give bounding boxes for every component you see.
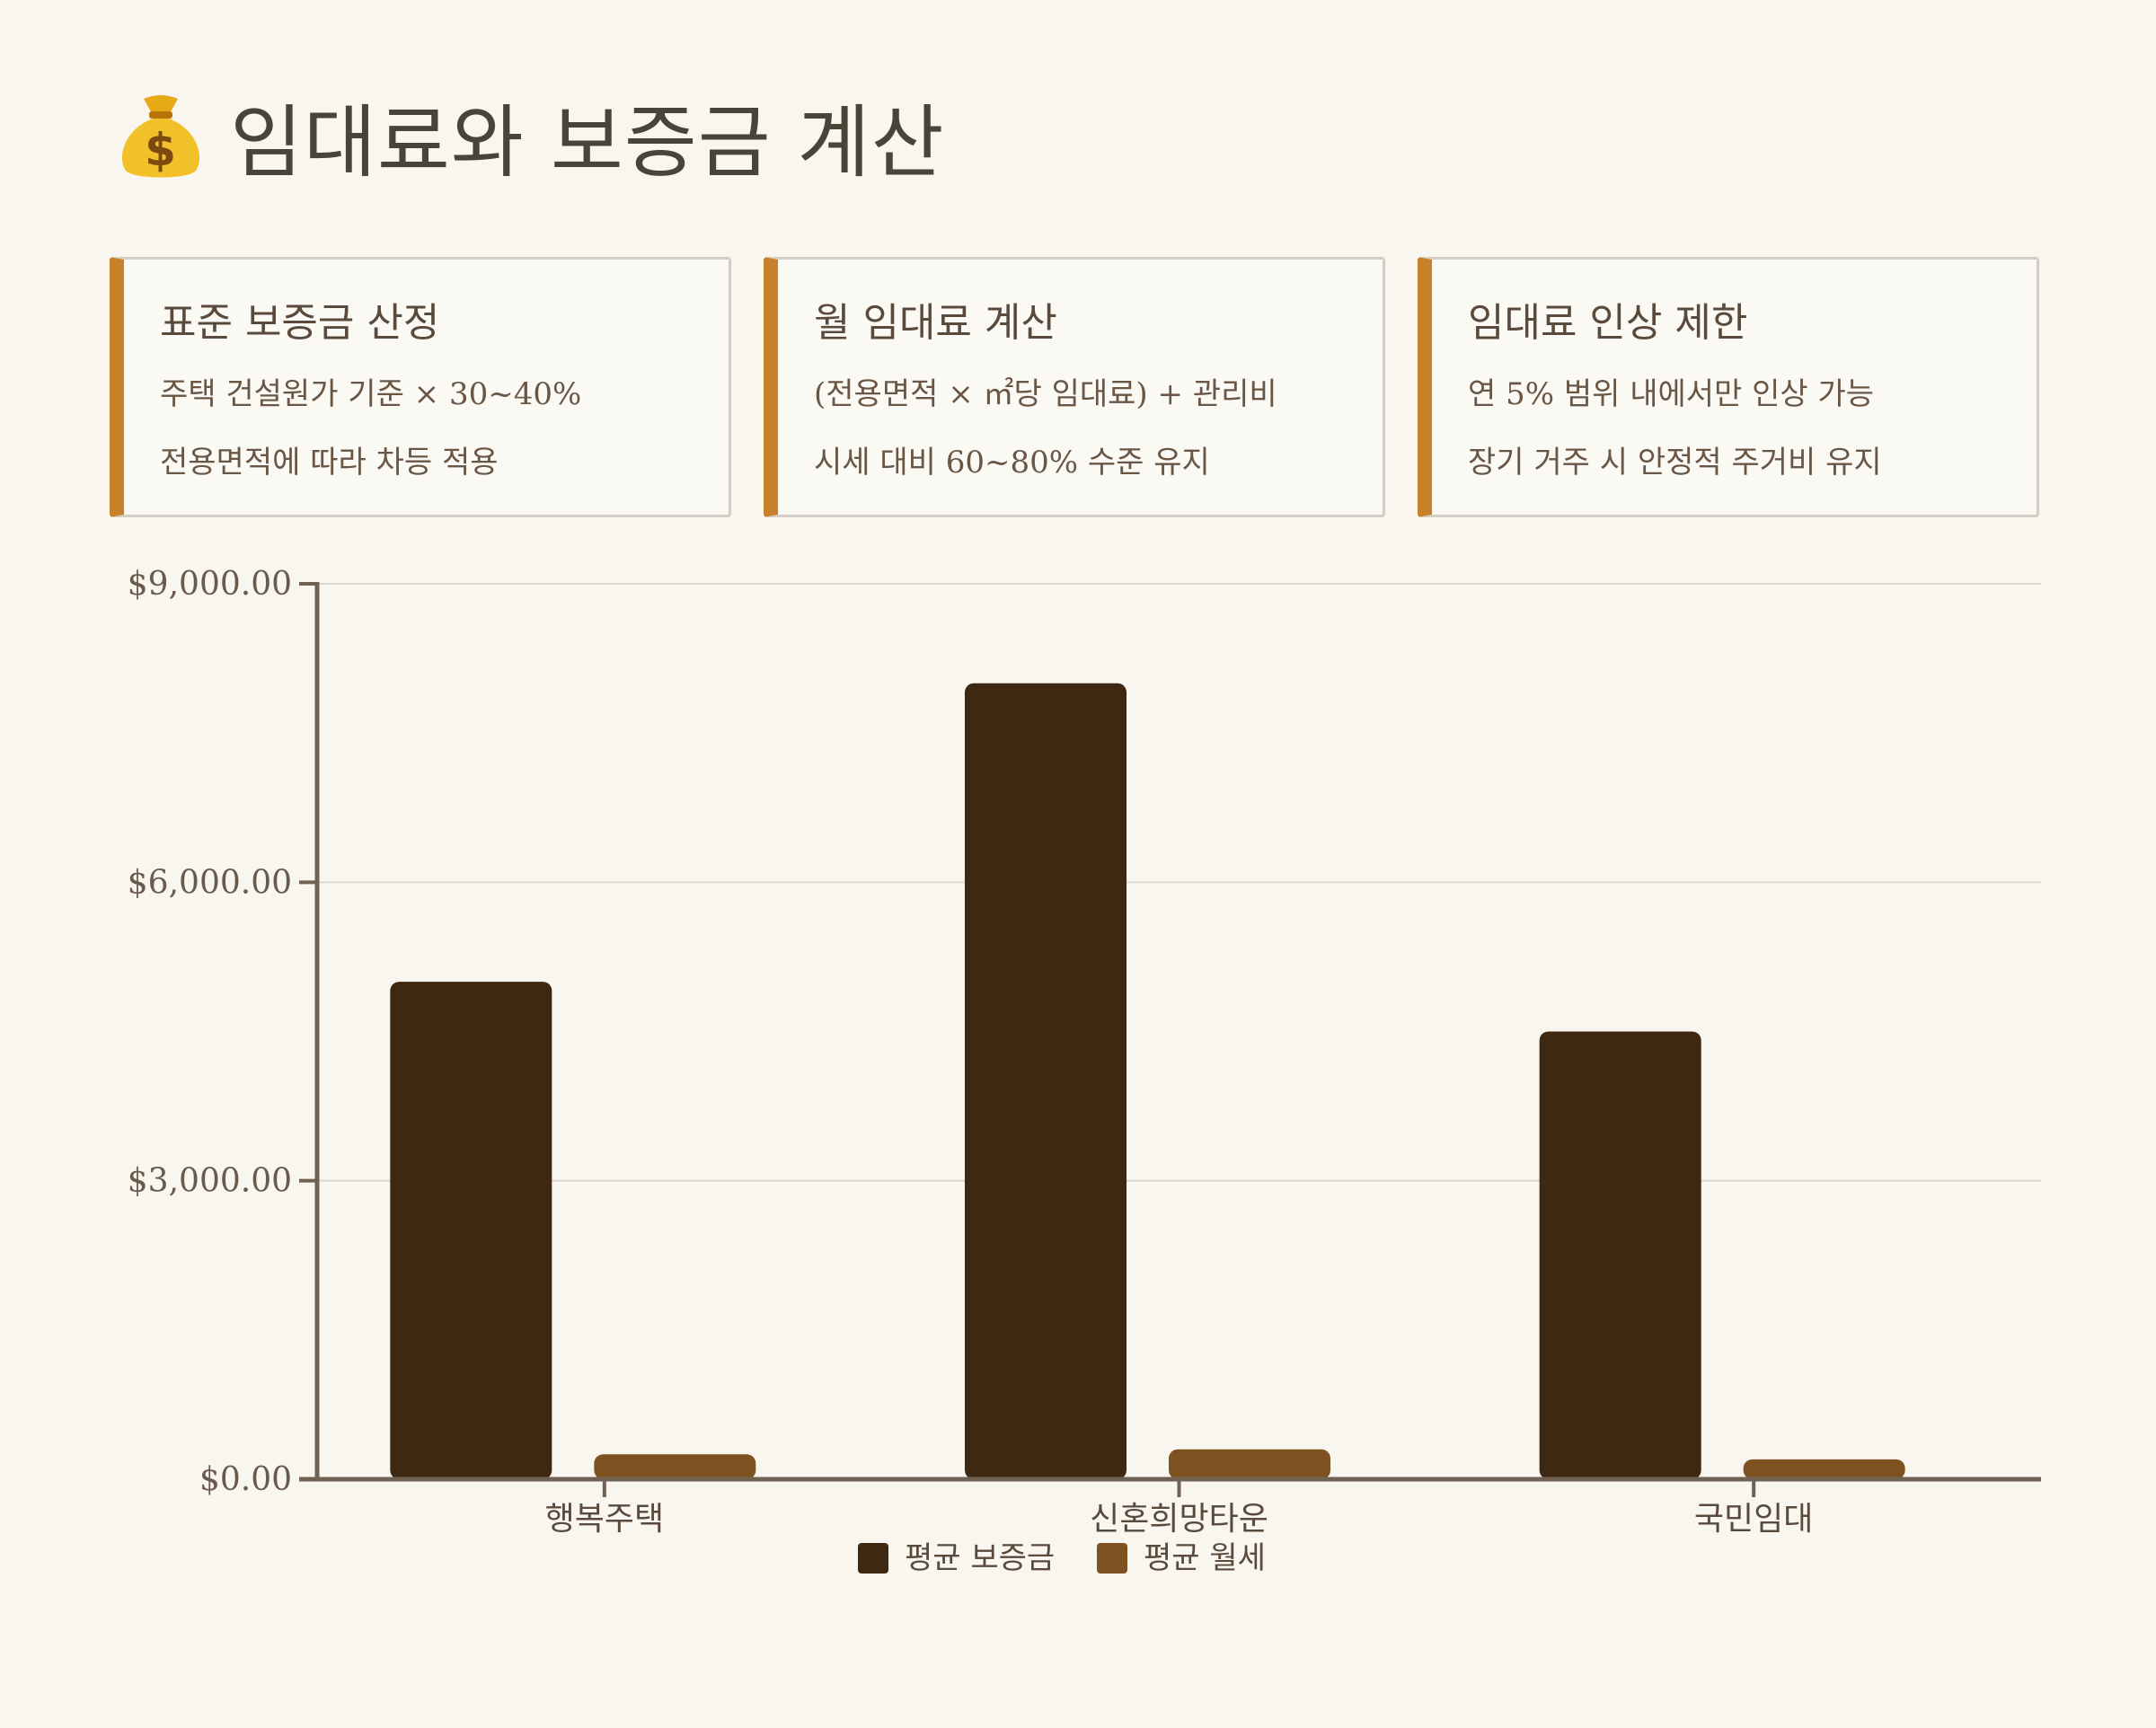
y-tick-label: $3,000.00: [128, 1163, 292, 1200]
card-line: (전용면적 × ㎡당 임대료) + 관리비: [814, 376, 1277, 412]
legend-swatch: [1097, 1543, 1127, 1574]
card-line: 시세 대비 60~80% 수준 유지: [814, 445, 1210, 480]
card-title: 표준 보증금 산정: [160, 300, 440, 346]
y-tick-label: $0.00: [199, 1461, 292, 1498]
card-line: 장기 거주 시 안정적 주거비 유지: [1468, 445, 1882, 480]
money-bag-icon: $: [117, 92, 205, 181]
svg-text:$: $: [145, 124, 177, 176]
bar-deposit: [390, 982, 552, 1479]
card-standard-deposit: 표준 보증금 산정 주택 건설원가 기준 × 30~40% 전용면적에 따라 차…: [110, 257, 731, 517]
card-line: 전용면적에 따라 차등 적용: [160, 445, 499, 480]
card-line: 주택 건설원가 기준 × 30~40%: [160, 376, 582, 412]
bar-rent: [594, 1454, 756, 1479]
bar-deposit: [1539, 1031, 1701, 1479]
x-tick-label: 국민임대: [1694, 1501, 1813, 1538]
legend-label: 평균 월세: [1144, 1540, 1266, 1576]
card-monthly-rent: 월 임대료 계산 (전용면적 × ㎡당 임대료) + 관리비 시세 대비 60~…: [764, 257, 1385, 517]
x-tick-label: 신혼희망타운: [1090, 1501, 1268, 1538]
card-title: 월 임대료 계산: [814, 300, 1057, 346]
info-cards: 표준 보증금 산정 주택 건설원가 기준 × 30~40% 전용면적에 따라 차…: [110, 257, 2043, 523]
bar-rent: [1169, 1449, 1330, 1479]
card-title: 임대료 인상 제한: [1468, 300, 1748, 346]
y-tick-label: $6,000.00: [128, 864, 292, 901]
x-tick-label: 행복주택: [545, 1501, 664, 1538]
legend-swatch: [858, 1543, 888, 1574]
page-title-text: 임대료와 보증금 계산: [230, 96, 945, 189]
bar-rent: [1743, 1459, 1905, 1479]
bar-deposit: [965, 683, 1127, 1479]
legend-label: 평균 보증금: [905, 1540, 1055, 1576]
page-title: $ 임대료와 보증금 계산: [117, 79, 945, 193]
card-rent-increase-limit: 임대료 인상 제한 연 5% 범위 내에서만 인상 가능 장기 거주 시 안정적…: [1418, 257, 2039, 517]
card-line: 연 5% 범위 내에서만 인상 가능: [1468, 376, 1875, 412]
y-tick-label: $9,000.00: [128, 566, 292, 603]
